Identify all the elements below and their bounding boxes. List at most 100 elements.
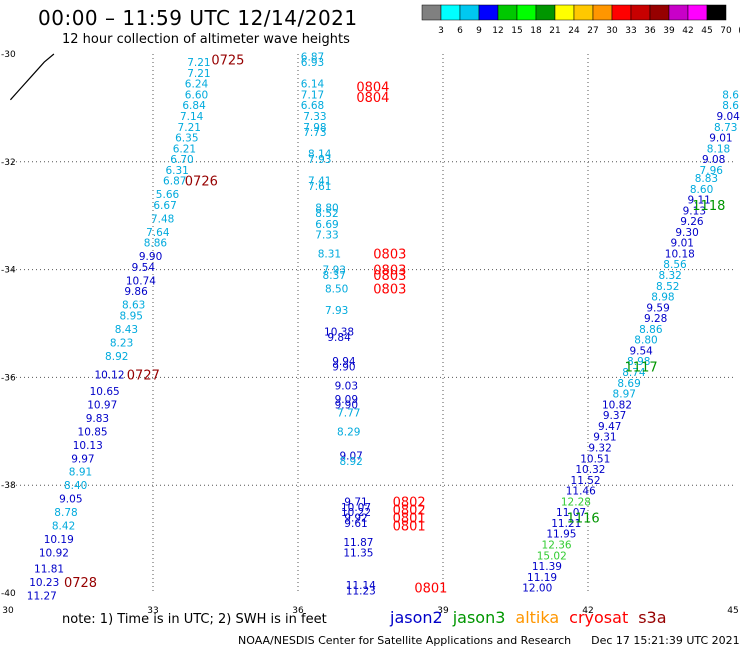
wave-height-point: 11.39 (532, 561, 562, 573)
pass-time-label: 0725 (211, 53, 244, 68)
wave-height-point: 7.48 (151, 213, 174, 225)
colorbar-label: 15 (511, 26, 522, 36)
wave-height-point: 11.52 (571, 475, 601, 487)
wave-height-point: 10.18 (665, 248, 695, 260)
wave-height-point: 5.66 (156, 189, 180, 201)
legend-item-cryosat: cryosat (569, 608, 629, 627)
wave-height-point: 12.36 (542, 539, 572, 551)
wave-height-point: 6.87 (301, 52, 324, 64)
coastline (9, 53, 55, 101)
pass-time-label: 0804 (356, 91, 389, 106)
wave-height-point: 9.90 (335, 399, 358, 411)
wave-height-point: 9.92 (344, 513, 367, 525)
wave-height-point: 7.93 (308, 154, 331, 166)
colorbar-label: 30 (606, 26, 618, 36)
y-tick-label: -38 (1, 481, 16, 491)
wave-height-point: 8.37 (323, 270, 346, 282)
wave-height-point: 8.6 (722, 100, 739, 112)
wave-height-point: 10.23 (29, 577, 59, 589)
wave-height-point: 10.92 (39, 548, 69, 560)
wave-height-point: 11.23 (346, 585, 376, 597)
wave-height-point: 8.14 (308, 149, 332, 161)
wave-height-point: 11.95 (546, 529, 576, 541)
y-tick-label: -32 (1, 158, 16, 168)
wave-height-point: 8.91 (69, 467, 92, 479)
wave-height-point: 8.40 (64, 480, 87, 492)
wave-height-point: 8.74 (622, 367, 646, 379)
y-tick-label: -34 (1, 266, 16, 276)
wave-height-point: 10.65 (90, 386, 120, 398)
page-title: 00:00 – 11:59 UTC 12/14/2021 (38, 6, 358, 30)
legend-item-jason3: jason3 (452, 608, 506, 627)
wave-height-point: 10.38 (324, 327, 354, 339)
wave-height-point: 8.52 (315, 208, 338, 220)
pass-time-label: 1116 (567, 512, 600, 527)
pass-time-label: 0727 (127, 369, 160, 384)
x-tick-label: 33 (147, 606, 158, 616)
wave-height-point: 9.59 (646, 302, 669, 314)
wave-height-point: 7.21 (187, 57, 210, 69)
x-tick-label: 30 (2, 606, 14, 616)
wave-height-point: 9.97 (71, 453, 94, 465)
wave-height-point: 11.35 (343, 548, 373, 560)
wave-height-point: 9.07 (339, 451, 362, 463)
wave-height-point: 10.19 (44, 534, 74, 546)
wave-height-point: 8.63 (122, 300, 145, 312)
wave-height-point: 8.83 (695, 173, 718, 185)
colorbar-label: 9 (476, 26, 482, 36)
wave-height-point: 8.98 (627, 356, 650, 368)
colorbar-label: 36 (644, 26, 656, 36)
wave-height-point: 8.86 (144, 238, 168, 250)
pass-time-label: 0803 (373, 247, 406, 262)
pass-time-label: 0801 (393, 520, 426, 535)
wave-height-point: 8.69 (617, 378, 640, 390)
colorbar-label: 27 (587, 26, 598, 36)
wave-height-point: 8.6 (722, 89, 739, 101)
wave-height-point: 6.35 (175, 133, 198, 145)
wave-height-point: 6.87 (163, 176, 186, 188)
wave-height-point: 11.81 (34, 564, 64, 576)
wave-height-point: 11.87 (343, 537, 373, 549)
wave-height-point: 8.78 (54, 507, 77, 519)
wave-height-point: 8.32 (658, 270, 681, 282)
wave-height-point: 12.28 (561, 496, 591, 508)
wave-height-point: 10.51 (580, 453, 610, 465)
wave-height-point: 7.96 (700, 165, 724, 177)
wave-height-point: 9.54 (132, 262, 156, 274)
wave-height-point: 15.02 (537, 550, 567, 562)
wave-height-point: 8.95 (120, 310, 143, 322)
wave-height-point: 8.42 (52, 521, 75, 533)
wave-height-point: 9.11 (687, 195, 710, 207)
wave-height-point: 7.73 (303, 127, 326, 139)
wave-height-point: 8.80 (315, 203, 338, 215)
colorbar-label: 6 (457, 26, 463, 36)
wave-height-point: 6.93 (301, 57, 324, 69)
x-tick-label: 39 (437, 606, 449, 616)
wave-height-point: 8.80 (634, 335, 657, 347)
wave-height-point: 9.28 (644, 313, 667, 325)
wave-height-point: 7.98 (303, 122, 326, 134)
pass-time-label: 0803 (373, 269, 406, 284)
wave-height-point: 8.23 (110, 337, 133, 349)
wave-height-point: 9.84 (327, 332, 351, 344)
wave-height-point: 7.64 (146, 227, 170, 239)
wave-height-point: 8.92 (105, 351, 128, 363)
colorbar-label: 33 (625, 26, 636, 36)
footnote: note: 1) Time is in UTC; 2) SWH is in fe… (62, 612, 327, 627)
wave-height-point: 11.27 (27, 591, 57, 603)
colorbar-label: 24 (568, 26, 580, 36)
wave-height-point: 9.09 (335, 394, 358, 406)
pass-time-label: 0802 (393, 503, 426, 518)
wave-height-point: 10.12 (94, 370, 124, 382)
pass-time-label: 1117 (625, 361, 658, 376)
page-subtitle: 12 hour collection of altimeter wave hei… (62, 32, 350, 47)
wave-height-point: 7.93 (325, 305, 348, 317)
wave-height-point: 8.31 (318, 248, 341, 260)
pass-time-label: 0802 (393, 495, 426, 510)
y-tick-label: -30 (1, 50, 16, 60)
wave-height-point: 11.07 (556, 507, 586, 519)
wave-height-point: 9.08 (702, 154, 725, 166)
wave-height-point: 9.13 (683, 205, 706, 217)
wave-height-point: 11.21 (551, 518, 581, 530)
